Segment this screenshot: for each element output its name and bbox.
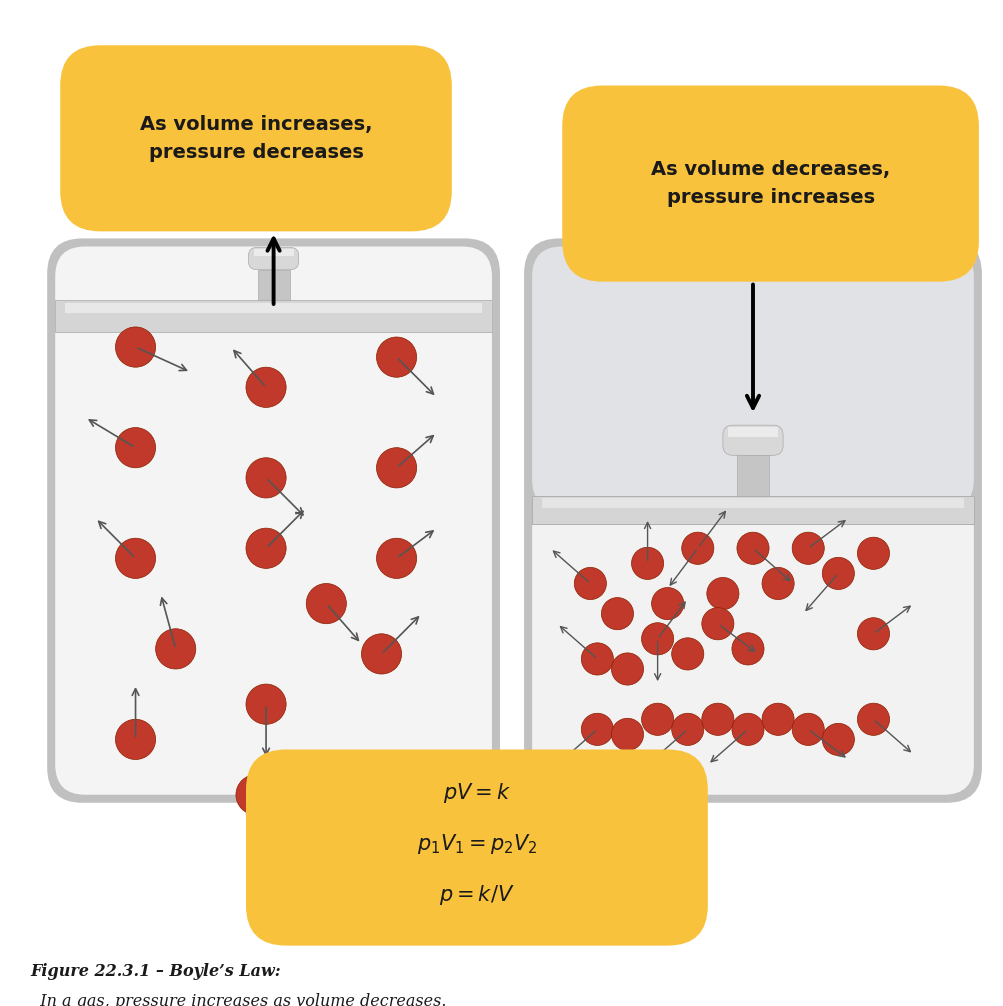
Circle shape: [115, 428, 155, 468]
Circle shape: [376, 448, 416, 488]
FancyBboxPatch shape: [722, 426, 782, 456]
Bar: [55, 300, 491, 332]
Text: As volume increases,
pressure decreases: As volume increases, pressure decreases: [139, 115, 372, 162]
Circle shape: [671, 638, 703, 670]
Bar: [65, 303, 481, 313]
Circle shape: [791, 532, 823, 564]
Circle shape: [651, 588, 683, 620]
Text: As volume decreases,
pressure increases: As volume decreases, pressure increases: [650, 160, 890, 207]
Circle shape: [701, 608, 733, 640]
Bar: [257, 270, 289, 300]
Text: In a gas, pressure increases as volume decreases.: In a gas, pressure increases as volume d…: [30, 993, 446, 1006]
Circle shape: [376, 538, 416, 578]
FancyBboxPatch shape: [532, 500, 973, 795]
Circle shape: [246, 458, 286, 498]
Circle shape: [236, 775, 276, 815]
FancyBboxPatch shape: [246, 749, 707, 946]
Circle shape: [306, 583, 346, 624]
Circle shape: [857, 537, 889, 569]
Circle shape: [641, 703, 673, 735]
Circle shape: [736, 532, 768, 564]
Circle shape: [706, 577, 738, 610]
Circle shape: [574, 567, 606, 600]
Text: $p = k/V$: $p = k/V$: [438, 882, 515, 906]
FancyBboxPatch shape: [55, 246, 491, 795]
Circle shape: [671, 713, 703, 745]
Circle shape: [155, 629, 196, 669]
Circle shape: [115, 538, 155, 578]
FancyBboxPatch shape: [60, 45, 451, 231]
Bar: [253, 248, 294, 257]
Circle shape: [581, 713, 613, 745]
Bar: [727, 427, 777, 438]
Bar: [532, 496, 973, 524]
FancyBboxPatch shape: [562, 86, 978, 282]
Circle shape: [376, 337, 416, 377]
FancyBboxPatch shape: [524, 238, 981, 803]
Circle shape: [611, 718, 643, 750]
Circle shape: [246, 684, 286, 724]
Bar: [736, 456, 768, 496]
Circle shape: [361, 634, 401, 674]
Circle shape: [857, 703, 889, 735]
Circle shape: [115, 719, 155, 760]
Circle shape: [115, 327, 155, 367]
Circle shape: [641, 623, 673, 655]
FancyBboxPatch shape: [532, 246, 973, 510]
Circle shape: [731, 633, 763, 665]
Circle shape: [857, 618, 889, 650]
Circle shape: [681, 532, 713, 564]
Circle shape: [821, 723, 854, 756]
FancyBboxPatch shape: [47, 238, 499, 803]
Circle shape: [631, 547, 663, 579]
FancyBboxPatch shape: [249, 247, 299, 270]
Circle shape: [761, 567, 793, 600]
Circle shape: [611, 653, 643, 685]
Circle shape: [581, 643, 613, 675]
Circle shape: [761, 703, 793, 735]
Circle shape: [731, 713, 763, 745]
Circle shape: [246, 367, 286, 407]
Bar: [542, 498, 963, 508]
Circle shape: [601, 598, 633, 630]
Circle shape: [821, 557, 854, 590]
Circle shape: [791, 713, 823, 745]
Circle shape: [246, 528, 286, 568]
Text: Figure 22.3.1 – Boyle’s Law:: Figure 22.3.1 – Boyle’s Law:: [30, 963, 281, 980]
Text: $p_1V_1 = p_2V_2$: $p_1V_1 = p_2V_2$: [416, 832, 537, 856]
Circle shape: [701, 703, 733, 735]
Text: $pV = k$: $pV = k$: [442, 781, 511, 805]
